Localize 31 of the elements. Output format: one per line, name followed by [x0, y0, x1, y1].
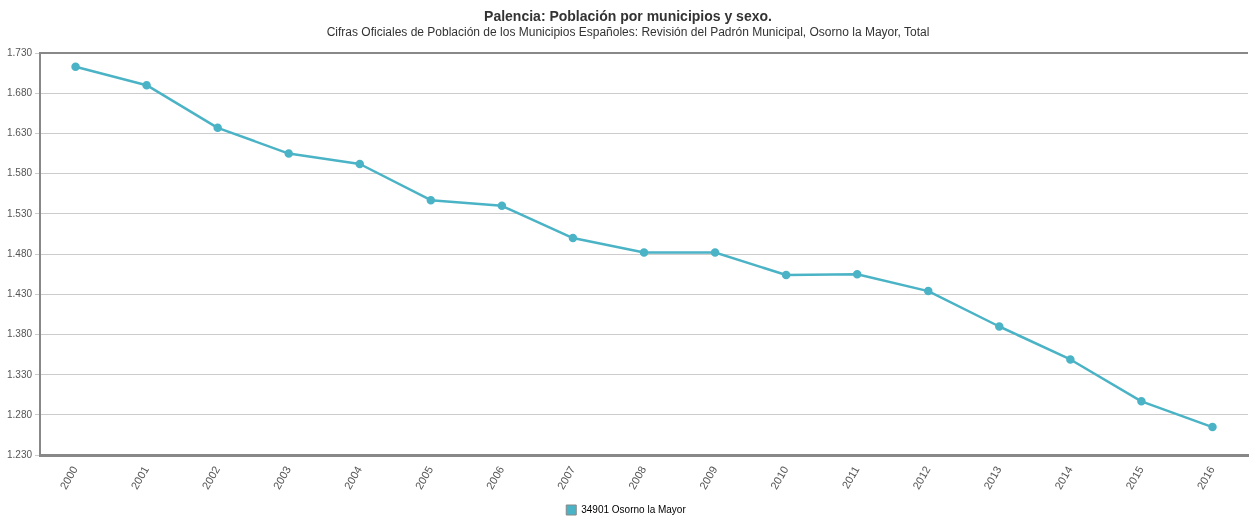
point [213, 123, 222, 133]
y-tick-label: 1.480 [6, 247, 33, 259]
point [1208, 422, 1217, 432]
point [639, 248, 649, 257]
point [71, 62, 80, 71]
point [1066, 355, 1075, 364]
y-tick-label: 1.330 [6, 368, 33, 380]
point [1137, 397, 1146, 406]
y-tick-label: 1.630 [6, 127, 33, 139]
y-tick-label: 1.430 [6, 288, 33, 300]
legend-label: 34901 Osorno la Mayor [581, 503, 687, 515]
y-tick-label: 1.230 [6, 448, 33, 460]
y-tick-label: 1.530 [6, 207, 33, 219]
point [568, 233, 578, 243]
point [781, 270, 791, 280]
chart-subtitle: Cifras Oficiales de Población de los Municipios Españoles: Revisión del Padrón Municipal, Osorno la Mayor, Total [325, 25, 931, 39]
point [142, 80, 151, 90]
point [355, 159, 365, 169]
point [852, 269, 862, 279]
y-tick-label: 1.580 [6, 167, 33, 179]
point [426, 195, 436, 205]
point [710, 248, 720, 257]
point [284, 149, 293, 158]
y-tick-label: 1.380 [6, 328, 33, 340]
point [923, 286, 933, 296]
point [497, 201, 507, 211]
y-tick-label: 1.280 [6, 408, 33, 420]
point [995, 322, 1004, 331]
chart-title: Palencia: Población por municipios y sexo. [483, 8, 773, 24]
y-tick-label: 1.730 [6, 46, 33, 58]
y-tick-label: 1.680 [6, 86, 33, 98]
